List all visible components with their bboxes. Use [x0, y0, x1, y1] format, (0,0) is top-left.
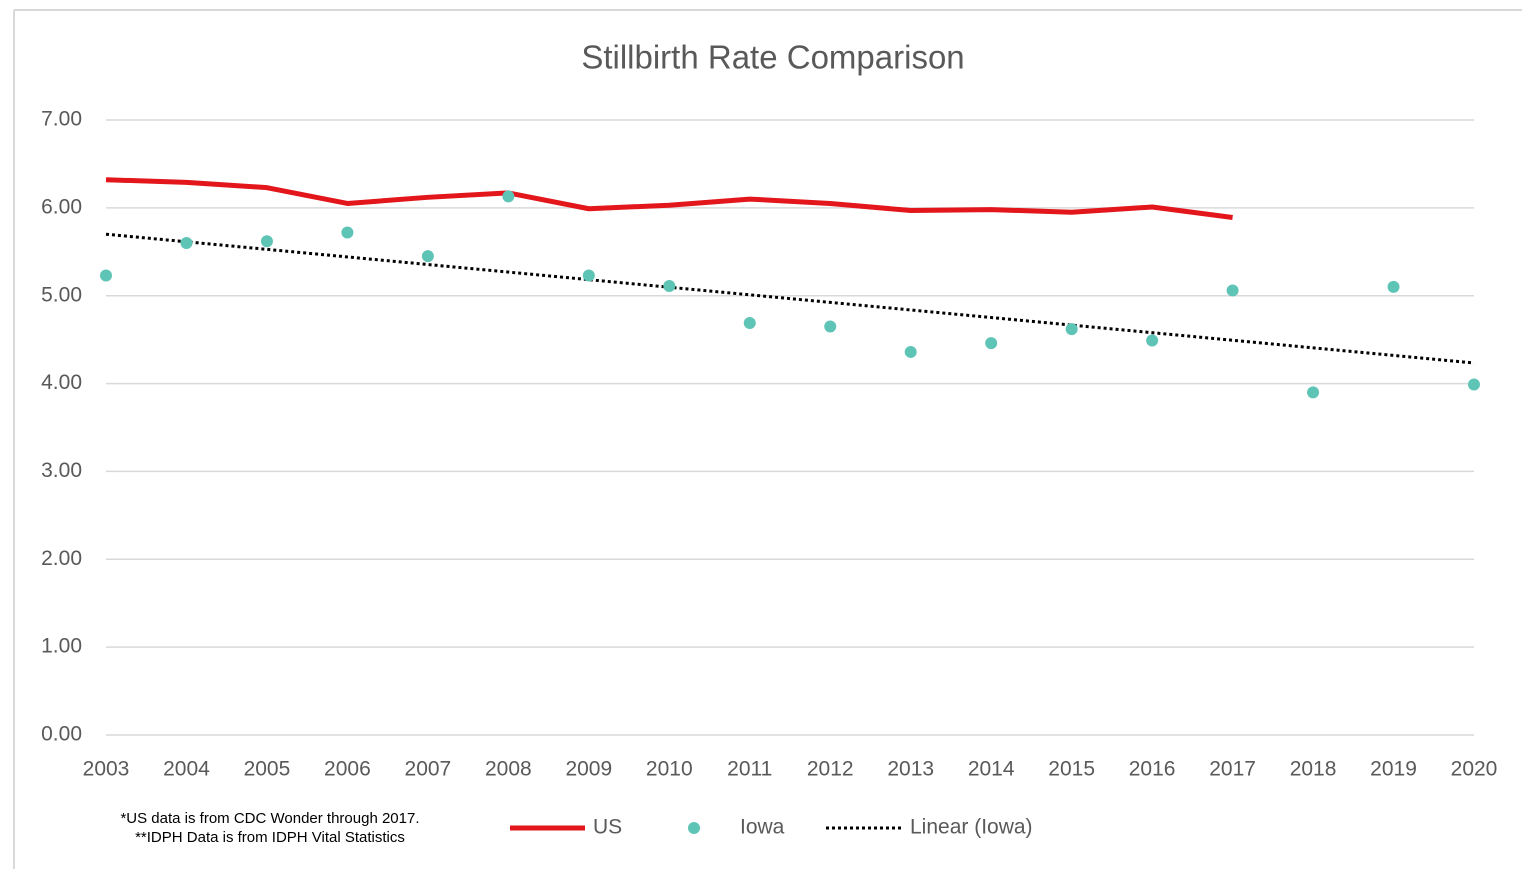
x-tick-label: 2009 [565, 758, 612, 781]
data-point [663, 280, 676, 293]
y-tick-label: 7.00 [41, 108, 82, 131]
x-tick-label: 2008 [485, 758, 532, 781]
data-point [1307, 386, 1320, 399]
data-point [180, 237, 193, 249]
y-tick-label: 5.00 [41, 283, 82, 306]
data-point [421, 250, 434, 263]
x-tick-label: 2020 [1451, 758, 1498, 781]
series-line [105, 177, 1233, 220]
x-tick-label: 2019 [1370, 758, 1417, 781]
data-point [341, 226, 354, 239]
x-tick-label: 2005 [244, 758, 291, 781]
data-point [904, 345, 917, 358]
y-tick-label: 3.00 [41, 459, 82, 482]
x-tick-label: 2011 [727, 758, 772, 781]
x-tick-label: 2010 [646, 758, 693, 781]
x-tick-label: 2013 [887, 758, 934, 781]
y-tick-label: 1.00 [41, 635, 82, 658]
data-point [1387, 280, 1400, 293]
legend-label: Iowa [740, 816, 785, 839]
data-point [1065, 323, 1078, 336]
data-point [743, 316, 756, 329]
y-tick-label: 4.00 [41, 371, 82, 394]
legend-label: US [593, 816, 622, 839]
data-point [502, 190, 515, 203]
data-point [985, 337, 998, 350]
x-tick-label: 2014 [968, 758, 1015, 781]
x-tick-label: 2006 [324, 758, 371, 781]
x-tick-label: 2007 [405, 758, 452, 781]
legend-swatch [688, 822, 700, 834]
x-tick-label: 2018 [1290, 758, 1337, 781]
trendline [105, 232, 1475, 365]
footnote: **IDPH Data is from IDPH Vital Statistic… [135, 829, 405, 846]
data-point [582, 269, 595, 282]
x-tick-label: 2004 [163, 758, 210, 781]
legend-label: Linear (Iowa) [910, 816, 1033, 839]
x-tick-label: 2003 [83, 758, 130, 781]
data-point [260, 235, 273, 248]
x-tick-label: 2017 [1209, 758, 1256, 781]
x-tick-label: 2012 [807, 758, 854, 781]
data-point [1468, 378, 1480, 391]
data-point [824, 320, 837, 333]
y-tick-label: 2.00 [41, 547, 82, 570]
data-point [1146, 334, 1159, 347]
data-point [100, 269, 112, 282]
x-tick-label: 2016 [1129, 758, 1176, 781]
data-point [1226, 284, 1239, 297]
x-tick-label: 2015 [1048, 758, 1095, 781]
chart-title: Stillbirth Rate Comparison [581, 39, 964, 76]
y-tick-label: 6.00 [41, 195, 82, 218]
footnote: *US data is from CDC Wonder through 2017… [120, 810, 419, 827]
y-tick-label: 0.00 [41, 723, 82, 746]
